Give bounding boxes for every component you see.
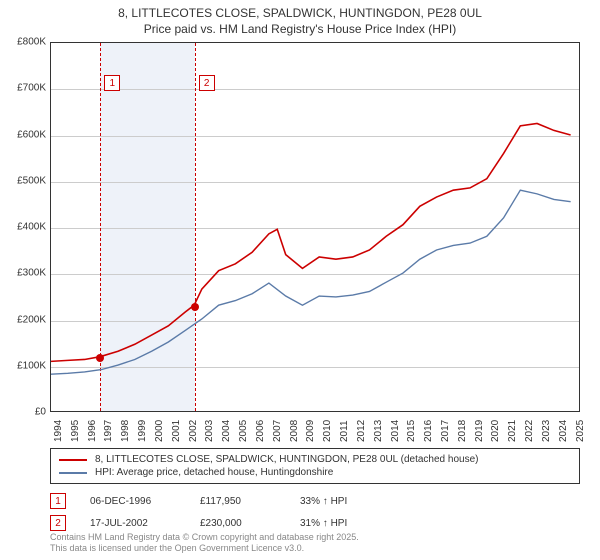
license-line2: This data is licensed under the Open Gov… xyxy=(50,543,359,554)
ytick-label: £200K xyxy=(2,314,46,325)
ytick-label: £100K xyxy=(2,360,46,371)
ytick-label: £0 xyxy=(2,407,46,418)
event-date: 06-DEC-1996 xyxy=(90,496,200,507)
ytick-label: £300K xyxy=(2,268,46,279)
event-marker-box: 1 xyxy=(50,493,66,509)
legend-label-property: 8, LITTLECOTES CLOSE, SPALDWICK, HUNTING… xyxy=(95,454,478,465)
plot-region: 12 xyxy=(50,42,580,412)
license-text: Contains HM Land Registry data © Crown c… xyxy=(50,532,359,554)
legend-row-hpi: HPI: Average price, detached house, Hunt… xyxy=(59,466,571,479)
xtick-label: 2005 xyxy=(238,420,249,442)
xtick-label: 1999 xyxy=(137,420,148,442)
ytick-label: £700K xyxy=(2,83,46,94)
xtick-label: 2019 xyxy=(474,420,485,442)
event-price: £230,000 xyxy=(200,518,300,529)
event-marker-on-chart: 1 xyxy=(104,75,120,91)
ytick-label: £500K xyxy=(2,175,46,186)
license-line1: Contains HM Land Registry data © Crown c… xyxy=(50,532,359,543)
xtick-label: 2000 xyxy=(154,420,165,442)
event-row: 2 17-JUL-2002 £230,000 31% ↑ HPI xyxy=(50,512,420,534)
xtick-label: 2022 xyxy=(524,420,535,442)
event-date: 17-JUL-2002 xyxy=(90,518,200,529)
xtick-label: 2016 xyxy=(423,420,434,442)
xtick-label: 2017 xyxy=(440,420,451,442)
legend-swatch-hpi xyxy=(59,472,87,474)
xtick-label: 2003 xyxy=(204,420,215,442)
series-property xyxy=(51,123,571,361)
event-price: £117,950 xyxy=(200,496,300,507)
xtick-label: 2007 xyxy=(272,420,283,442)
xtick-label: 2002 xyxy=(188,420,199,442)
xtick-label: 1997 xyxy=(103,420,114,442)
xtick-label: 2013 xyxy=(373,420,384,442)
legend: 8, LITTLECOTES CLOSE, SPALDWICK, HUNTING… xyxy=(50,448,580,484)
ytick-label: £400K xyxy=(2,222,46,233)
legend-label-hpi: HPI: Average price, detached house, Hunt… xyxy=(95,467,333,478)
ytick-label: £800K xyxy=(2,37,46,48)
xtick-label: 2001 xyxy=(171,420,182,442)
xtick-label: 2020 xyxy=(490,420,501,442)
xtick-label: 2024 xyxy=(558,420,569,442)
xtick-label: 2004 xyxy=(221,420,232,442)
legend-row-property: 8, LITTLECOTES CLOSE, SPALDWICK, HUNTING… xyxy=(59,453,571,466)
chart-container: 8, LITTLECOTES CLOSE, SPALDWICK, HUNTING… xyxy=(0,0,600,560)
xtick-label: 1994 xyxy=(53,420,64,442)
xtick-label: 2010 xyxy=(322,420,333,442)
event-marker-box: 2 xyxy=(50,515,66,531)
xtick-label: 2006 xyxy=(255,420,266,442)
xtick-label: 2011 xyxy=(339,420,350,442)
chart-subtitle: Price paid vs. HM Land Registry's House … xyxy=(0,20,600,40)
event-row: 1 06-DEC-1996 £117,950 33% ↑ HPI xyxy=(50,490,420,512)
xtick-label: 1995 xyxy=(70,420,81,442)
event-marker-on-chart: 2 xyxy=(199,75,215,91)
chart-area: 12 £0£100K£200K£300K£400K£500K£600K£700K… xyxy=(50,42,580,412)
xtick-label: 1998 xyxy=(120,420,131,442)
xtick-label: 2015 xyxy=(406,420,417,442)
event-pct: 31% ↑ HPI xyxy=(300,518,420,529)
xtick-label: 2009 xyxy=(305,420,316,442)
xtick-label: 2012 xyxy=(356,420,367,442)
data-point-dot xyxy=(191,303,199,311)
xtick-label: 1996 xyxy=(87,420,98,442)
xtick-label: 2021 xyxy=(507,420,518,442)
data-point-dot xyxy=(96,354,104,362)
xtick-label: 2025 xyxy=(575,420,586,442)
event-pct: 33% ↑ HPI xyxy=(300,496,420,507)
events-table: 1 06-DEC-1996 £117,950 33% ↑ HPI 2 17-JU… xyxy=(50,490,420,534)
xtick-label: 2023 xyxy=(541,420,552,442)
ytick-label: £600K xyxy=(2,129,46,140)
xtick-label: 2018 xyxy=(457,420,468,442)
xtick-label: 2014 xyxy=(390,420,401,442)
line-series-svg xyxy=(51,43,579,411)
chart-title: 8, LITTLECOTES CLOSE, SPALDWICK, HUNTING… xyxy=(0,0,600,20)
legend-swatch-property xyxy=(59,459,87,461)
xtick-label: 2008 xyxy=(289,420,300,442)
